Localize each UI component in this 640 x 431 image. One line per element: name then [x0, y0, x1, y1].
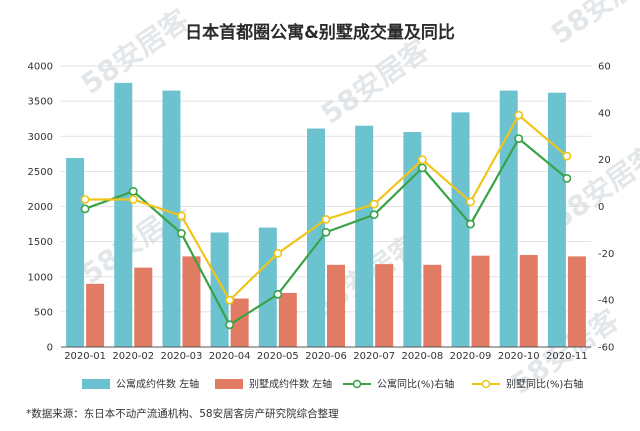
- apartment-yoy-point: [225, 320, 235, 330]
- villa-yoy-point: [514, 110, 524, 120]
- legend-label: 别墅同比(%)右轴: [506, 378, 583, 391]
- x-tick-label: 2020-01: [64, 351, 106, 362]
- watermark-2: 58安居客: [545, 0, 640, 51]
- legend-label: 别墅成约件数 左轴: [249, 378, 332, 391]
- legend-label: 公寓成约件数 左轴: [116, 378, 199, 391]
- villa-yoy-point: [273, 248, 283, 258]
- x-tick-label: 2020-09: [450, 351, 492, 362]
- x-tick-label: 2020-06: [305, 351, 347, 362]
- x-tick-label: 2020-05: [257, 351, 299, 362]
- apartment-bar: [66, 158, 85, 347]
- x-tick-label: 2020-10: [498, 351, 540, 362]
- x-tick-label: 2020-08: [401, 351, 443, 362]
- apartment-yoy-point: [514, 134, 524, 143]
- x-tick-label: 2020-03: [161, 351, 203, 362]
- right-tick-label: 60: [598, 62, 611, 73]
- villa-bar: [134, 267, 153, 347]
- right-tick-label: 0: [598, 202, 604, 213]
- apartment-bar: [210, 232, 229, 347]
- apartment-yoy-point: [177, 229, 186, 238]
- apartment-yoy-point: [128, 186, 138, 196]
- left-tick-label: 4000: [28, 62, 53, 73]
- x-tick-label: 2020-07: [353, 351, 395, 362]
- apartment-yoy-point: [321, 227, 331, 237]
- right-tick-label: -20: [598, 249, 614, 260]
- left-tick-label: 1000: [28, 272, 53, 283]
- apartment-bar: [403, 132, 422, 347]
- watermark-1: 58安居客: [315, 33, 435, 131]
- apartment-yoy-point: [466, 219, 475, 229]
- apartment-yoy-point: [562, 173, 572, 183]
- apartment-yoy-point: [417, 163, 427, 173]
- legend-marker: [352, 379, 362, 389]
- apartment-bar: [355, 125, 374, 348]
- villa-yoy-point: [80, 195, 90, 204]
- right-tick-label: 20: [598, 155, 611, 166]
- legend-swatch: [82, 379, 110, 389]
- apartment-yoy-point: [273, 289, 283, 299]
- apartment-bar: [162, 90, 181, 348]
- apartment-yoy-point: [369, 210, 379, 220]
- watermark-0: 58安居客: [75, 3, 195, 101]
- left-tick-label: 3000: [28, 132, 53, 143]
- villa-bar: [567, 256, 586, 347]
- apartment-bar: [451, 112, 470, 348]
- apartment-bar: [547, 92, 566, 347]
- left-tick-label: 2000: [28, 202, 53, 213]
- villa-bar: [375, 264, 394, 347]
- left-tick-label: 3500: [28, 97, 53, 108]
- legend-marker: [481, 379, 491, 389]
- villa-bar: [471, 255, 490, 347]
- villa-bar: [182, 256, 201, 347]
- apartment-bar: [114, 82, 133, 348]
- villa-bar: [86, 283, 105, 347]
- left-tick-label: 0: [47, 343, 53, 354]
- left-tick-label: 1500: [28, 237, 53, 248]
- villa-yoy-point: [177, 211, 186, 221]
- villa-yoy-point: [369, 199, 379, 209]
- villa-yoy-point: [321, 214, 331, 224]
- apartment-bar: [499, 90, 518, 348]
- source-note: *数据来源：东日本不动产流通机构、58安居客房产研究院综合整理: [26, 408, 339, 420]
- apartment-bar: [307, 128, 325, 347]
- left-tick-label: 2500: [28, 167, 53, 178]
- x-tick-label: 2020-02: [112, 351, 154, 362]
- chart-title: 日本首都圈公寓&别墅成交量及同比: [185, 23, 455, 43]
- apartment-bar: [258, 227, 277, 347]
- right-tick-label: -60: [598, 343, 614, 354]
- villa-bar: [230, 298, 249, 347]
- villa-bar: [423, 264, 442, 347]
- villa-bar: [278, 292, 297, 347]
- villa-yoy-point: [562, 151, 572, 161]
- villa-bar: [327, 264, 345, 347]
- x-tick-label: 2020-04: [209, 351, 251, 362]
- right-tick-label: 40: [598, 108, 611, 119]
- x-tick-label: 2020-11: [546, 351, 588, 362]
- villa-yoy-point: [417, 155, 427, 165]
- villa-yoy-point: [225, 295, 235, 305]
- apartment-yoy-point: [80, 204, 90, 214]
- villa-yoy-line: [85, 114, 568, 302]
- legend-swatch: [215, 379, 243, 389]
- left-tick-label: 500: [34, 307, 53, 318]
- legend-label: 公寓同比(%)右轴: [377, 378, 454, 391]
- right-tick-label: -40: [598, 296, 614, 307]
- villa-yoy-point: [466, 197, 475, 207]
- villa-bar: [519, 254, 538, 347]
- villa-yoy-point: [128, 195, 138, 204]
